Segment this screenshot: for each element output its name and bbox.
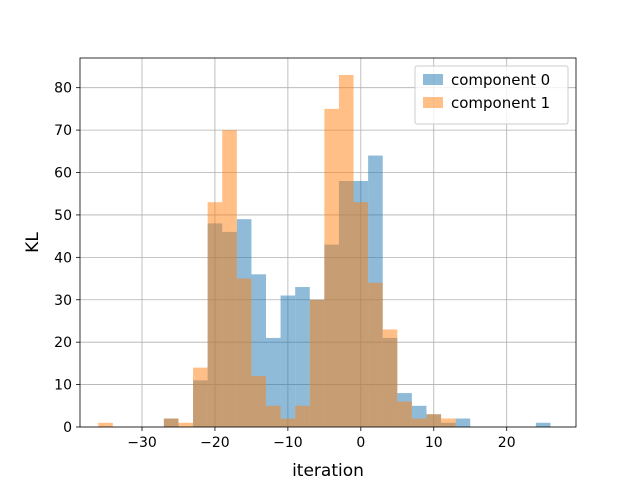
series-component-1 xyxy=(98,74,456,428)
x-tick-label: 0 xyxy=(356,435,365,451)
legend-swatch-component-0 xyxy=(423,74,443,85)
histogram-bar xyxy=(207,202,223,427)
y-tick-label: 40 xyxy=(54,250,72,266)
y-tick-label: 60 xyxy=(54,166,72,182)
histogram-bar xyxy=(411,418,427,427)
histogram-bar xyxy=(98,422,113,427)
histogram-bar xyxy=(426,414,442,427)
histogram-bar xyxy=(309,299,325,427)
legend: component 0 component 1 xyxy=(414,65,569,125)
y-axis: 0 10 20 30 40 50 60 70 80 xyxy=(54,81,80,436)
bars xyxy=(98,74,551,428)
histogram-bar xyxy=(178,422,194,427)
histogram-bar xyxy=(251,376,266,427)
legend-label-component-1: component 1 xyxy=(451,94,550,112)
histogram-bar xyxy=(382,329,398,427)
histogram-bar xyxy=(266,405,281,427)
y-tick-label: 0 xyxy=(63,420,72,436)
histogram-bar xyxy=(353,202,369,427)
y-tick-label: 20 xyxy=(54,335,72,351)
y-tick-label: 70 xyxy=(54,123,72,139)
x-tick-label: −20 xyxy=(200,435,230,451)
legend-box xyxy=(414,65,569,125)
histogram-bar xyxy=(280,295,296,427)
histogram-bar xyxy=(338,74,354,427)
x-tick-label: −10 xyxy=(273,435,303,451)
histogram-bar xyxy=(455,418,471,427)
legend-swatch-component-1 xyxy=(423,97,443,108)
y-tick-label: 80 xyxy=(54,81,72,97)
histogram-bar xyxy=(163,418,179,427)
x-axis-label: iteration xyxy=(292,461,364,480)
histogram-bar xyxy=(266,337,281,427)
histogram-bar xyxy=(295,405,310,427)
y-axis-label: KL xyxy=(23,232,43,253)
histogram-bar xyxy=(193,367,208,427)
x-tick-label: 20 xyxy=(498,435,516,451)
legend-label-component-0: component 0 xyxy=(451,71,550,89)
x-tick-label: 10 xyxy=(425,435,443,451)
histogram-bar xyxy=(368,282,383,427)
histogram-bar xyxy=(535,422,551,427)
y-tick-label: 30 xyxy=(54,293,72,309)
histogram-bar xyxy=(397,401,412,427)
histogram-bar xyxy=(222,130,237,427)
x-tick-label: −30 xyxy=(127,435,157,451)
x-axis: −30 −20 −10 0 10 20 xyxy=(127,427,516,451)
histogram-bar xyxy=(280,418,296,427)
histogram-bar xyxy=(441,418,456,427)
y-tick-label: 50 xyxy=(54,208,72,224)
histogram-bar xyxy=(324,108,339,428)
plot-frame xyxy=(79,57,577,428)
histogram-bar xyxy=(295,287,310,427)
y-tick-label: 10 xyxy=(54,378,72,394)
histogram-bar xyxy=(236,278,252,427)
